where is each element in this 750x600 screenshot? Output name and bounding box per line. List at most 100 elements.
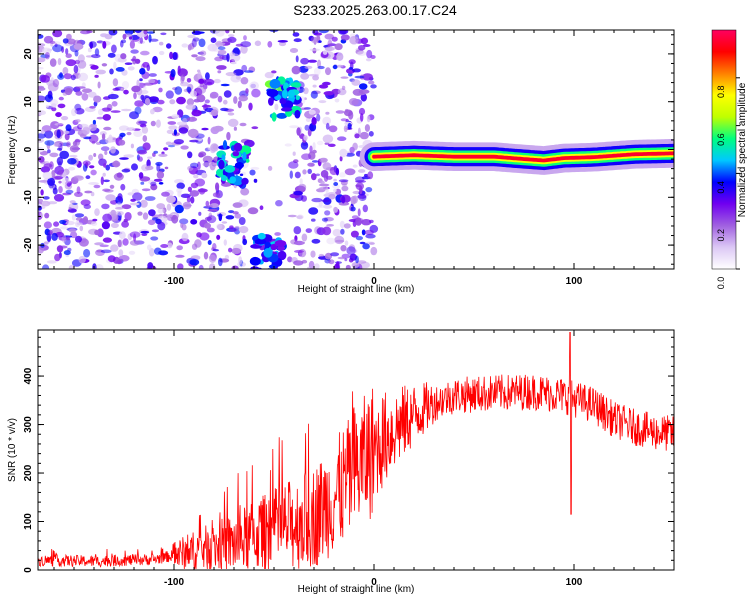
noise-speckle: [74, 119, 81, 123]
noise-speckle: [341, 195, 346, 204]
noise-speckle: [207, 43, 218, 52]
spectral-cluster: [249, 256, 261, 266]
noise-speckle: [74, 107, 85, 115]
noise-speckle: [88, 41, 97, 48]
noise-speckle: [93, 95, 102, 103]
noise-speckle: [51, 103, 57, 108]
noise-speckle: [122, 33, 127, 40]
noise-speckle: [212, 192, 221, 198]
noise-speckle: [322, 50, 328, 55]
noise-speckle: [100, 176, 104, 185]
noise-speckle: [226, 131, 231, 141]
noise-speckle: [94, 264, 104, 269]
noise-speckle: [101, 221, 110, 230]
noise-speckle: [189, 139, 199, 143]
noise-speckle: [352, 142, 358, 151]
spectral-cluster: [294, 109, 301, 119]
noise-speckle: [293, 38, 302, 43]
noise-speckle: [245, 88, 249, 94]
noise-speckle: [191, 54, 198, 58]
noise-speckle: [40, 129, 45, 135]
noise-speckle: [259, 205, 264, 210]
noise-speckle: [58, 170, 63, 176]
noise-speckle: [307, 162, 315, 167]
noise-speckle: [129, 40, 135, 49]
noise-speckle: [333, 178, 337, 182]
noise-speckle: [230, 53, 241, 62]
noise-speckle: [318, 84, 329, 89]
noise-speckle: [105, 194, 116, 201]
noise-speckle: [78, 123, 89, 129]
noise-speckle: [93, 184, 101, 189]
colorbar-label: Normalized spectral amplitude: [737, 82, 748, 217]
noise-speckle: [108, 134, 113, 143]
noise-speckle: [126, 127, 136, 131]
noise-speckle: [55, 112, 62, 118]
noise-speckle: [284, 143, 292, 147]
noise-speckle: [321, 199, 330, 203]
noise-speckle: [112, 160, 121, 168]
noise-speckle: [52, 79, 60, 88]
noise-speckle: [359, 131, 369, 140]
noise-speckle: [180, 81, 189, 87]
noise-speckle: [129, 202, 140, 206]
noise-speckle: [311, 173, 317, 181]
noise-speckle: [41, 47, 52, 55]
noise-speckle: [293, 190, 303, 196]
noise-speckle: [102, 188, 111, 192]
noise-speckle: [217, 46, 226, 51]
noise-speckle: [171, 214, 179, 224]
noise-speckle: [225, 215, 235, 220]
noise-speckle: [140, 230, 150, 234]
noise-speckle: [160, 244, 169, 248]
noise-speckle: [148, 73, 157, 77]
noise-speckle: [318, 253, 325, 258]
noise-speckle: [296, 127, 301, 136]
noise-speckle: [212, 243, 217, 251]
noise-speckle: [75, 235, 82, 243]
spectral-cluster: [254, 238, 267, 245]
noise-speckle: [216, 223, 223, 230]
noise-speckle: [287, 214, 297, 218]
noise-speckle: [120, 53, 127, 60]
noise-speckle: [183, 204, 192, 207]
noise-speckle: [308, 109, 316, 115]
noise-speckle: [337, 136, 347, 141]
noise-speckle: [277, 40, 288, 43]
noise-speckle: [143, 30, 148, 35]
spectral-cluster: [280, 107, 293, 112]
spectral-cluster: [229, 176, 237, 184]
noise-speckle: [358, 107, 366, 116]
noise-speckle: [292, 151, 296, 156]
noise-speckle: [148, 96, 159, 103]
noise-speckle: [278, 41, 287, 47]
noise-speckle: [335, 110, 345, 114]
noise-speckle: [267, 165, 273, 171]
noise-speckle: [244, 70, 254, 73]
snr-frame: [37, 329, 675, 571]
noise-speckle: [220, 107, 229, 112]
noise-speckle: [100, 33, 108, 38]
noise-speckle: [207, 240, 212, 245]
noise-speckle: [250, 166, 260, 170]
noise-speckle: [51, 107, 57, 112]
noise-speckle: [130, 58, 136, 62]
noise-speckle: [142, 142, 151, 151]
noise-speckle: [61, 234, 67, 243]
noise-speckle: [343, 125, 348, 133]
noise-speckle: [369, 219, 374, 224]
noise-speckle: [313, 36, 317, 45]
noise-speckle: [40, 166, 51, 173]
noise-speckle: [65, 124, 72, 132]
noise-speckle: [59, 219, 67, 225]
noise-speckle: [185, 104, 196, 110]
noise-speckle: [75, 90, 83, 96]
noise-speckle: [248, 102, 253, 111]
noise-speckle: [227, 118, 239, 127]
noise-speckle: [109, 68, 114, 75]
noise-speckle: [99, 244, 109, 248]
noise-speckle: [121, 81, 130, 89]
noise-speckle: [191, 38, 197, 48]
noise-speckle: [366, 115, 371, 123]
